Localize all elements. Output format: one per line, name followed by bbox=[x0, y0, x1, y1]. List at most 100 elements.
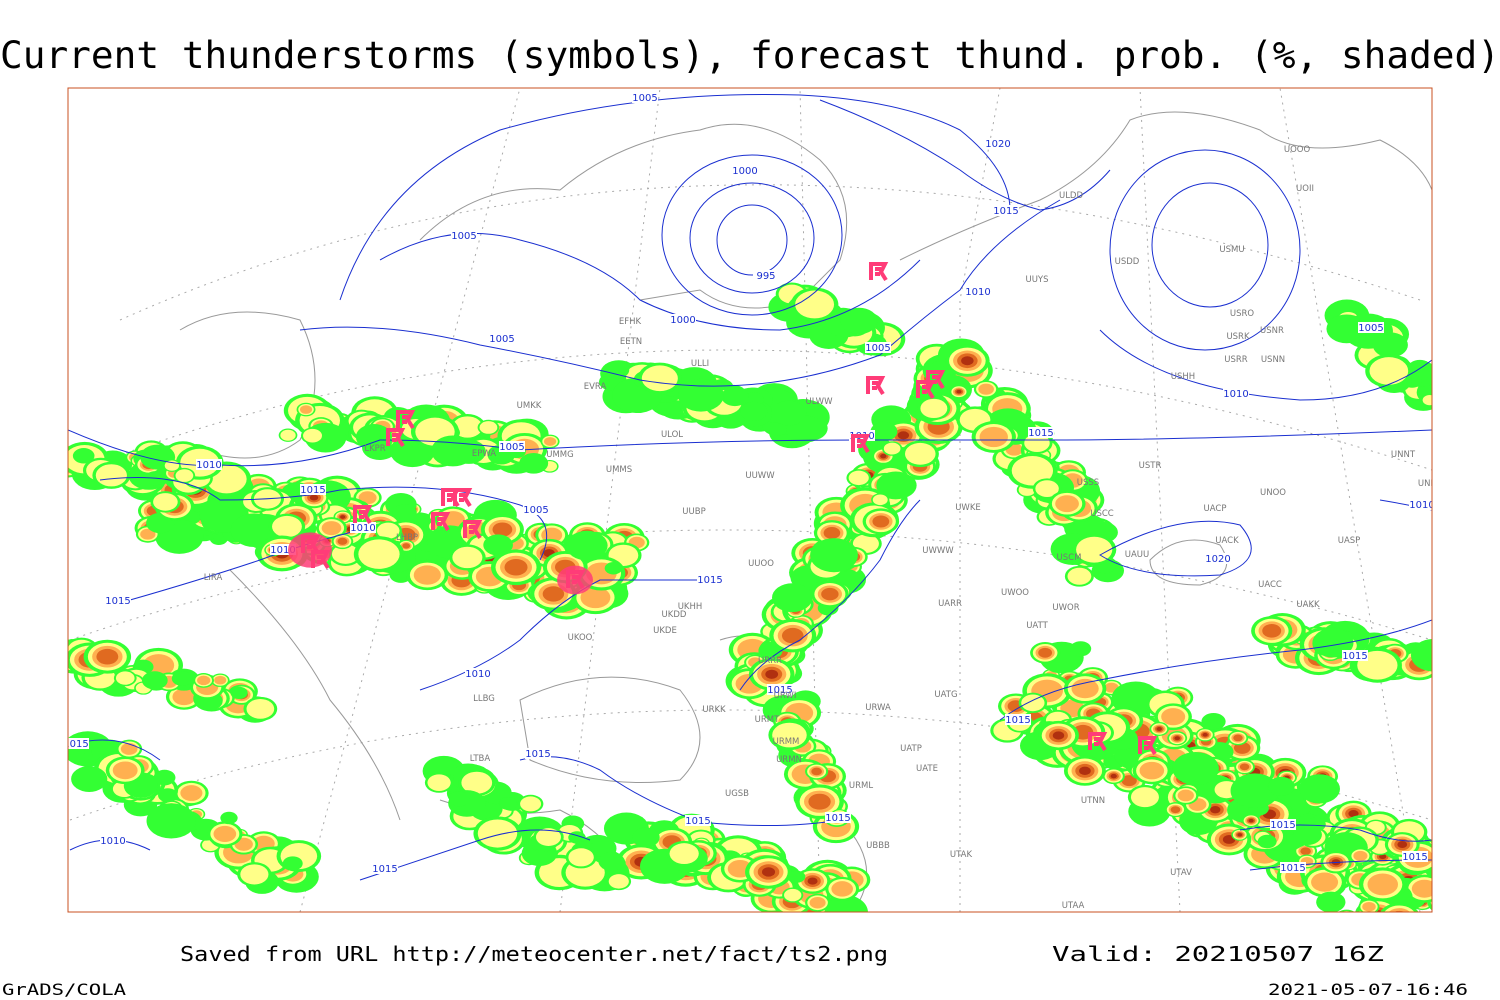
station-label: UAKK bbox=[1296, 600, 1320, 610]
shade-cell bbox=[175, 469, 194, 482]
station-label: URMM bbox=[773, 737, 800, 747]
isobar-label-bg bbox=[196, 459, 222, 470]
shade-cell bbox=[1021, 694, 1045, 712]
isobar-label: 1010 bbox=[1409, 500, 1434, 511]
station-label: USRR bbox=[1224, 355, 1248, 365]
shade-cell bbox=[504, 559, 528, 576]
isobar-label: 1015 bbox=[1402, 852, 1427, 863]
isobar-label-bg bbox=[270, 544, 296, 555]
isobar-label-bg bbox=[825, 812, 851, 823]
isobar-label-bg bbox=[489, 333, 515, 344]
isobar-label-bg bbox=[499, 441, 525, 452]
shade-cell bbox=[823, 527, 841, 539]
isobar-label-bg bbox=[685, 815, 711, 826]
map-frame bbox=[67, 87, 1433, 913]
isobar-label-bg bbox=[372, 863, 398, 874]
isobar-label-bg bbox=[300, 484, 326, 495]
shade-cell bbox=[870, 421, 898, 442]
isobar-label: 1005 bbox=[489, 334, 514, 345]
isobar-label: 1015 bbox=[300, 485, 325, 496]
storm-symbol bbox=[1088, 732, 1108, 752]
shade-cell bbox=[1237, 833, 1243, 837]
station-label: URML bbox=[849, 781, 873, 791]
shade-cell bbox=[808, 793, 831, 810]
shade-cell bbox=[1210, 806, 1221, 814]
shade-cell bbox=[146, 803, 196, 839]
shade-cell bbox=[1170, 806, 1181, 814]
shade-cell bbox=[1038, 647, 1053, 658]
shade-cell bbox=[1201, 712, 1226, 731]
shade-cell bbox=[321, 521, 342, 536]
shade-cell bbox=[897, 431, 910, 440]
shade-cell bbox=[158, 788, 178, 803]
isobar-label-bg bbox=[993, 205, 1019, 216]
shade-cell bbox=[1055, 495, 1079, 513]
isobar-label: 1010 bbox=[196, 460, 221, 471]
isobar-label: 1015 bbox=[372, 864, 397, 875]
station-label: UTAA bbox=[1062, 901, 1085, 911]
shade-cell bbox=[115, 671, 135, 685]
isobar-label-bg bbox=[525, 748, 551, 759]
isobar-label: 1020 bbox=[1205, 554, 1230, 565]
isobar-label-bg bbox=[1402, 851, 1428, 862]
station-label: LKPR bbox=[364, 444, 385, 454]
shade-cell bbox=[1353, 850, 1368, 861]
station-label: USDD bbox=[1115, 257, 1140, 267]
station-label: UKDD bbox=[662, 610, 687, 620]
station-label: USNR bbox=[1260, 326, 1284, 336]
storm-symbol bbox=[386, 428, 406, 448]
station-label: UUWW bbox=[745, 471, 775, 481]
shade-cell bbox=[542, 586, 565, 602]
shade-cell bbox=[309, 494, 319, 501]
shade-cell bbox=[413, 565, 441, 585]
isobar-label-bg bbox=[1205, 553, 1231, 564]
isobar-label-bg bbox=[767, 684, 793, 695]
shade-cell bbox=[1267, 776, 1295, 797]
shade-cell bbox=[1172, 751, 1219, 786]
station-label: UTAK bbox=[950, 850, 973, 860]
shade-cell bbox=[427, 774, 451, 791]
shade-cell bbox=[479, 421, 498, 434]
station-label: URMT bbox=[755, 715, 780, 725]
shade-cell bbox=[1338, 909, 1355, 912]
isobar-label: 1015 bbox=[1005, 715, 1030, 726]
station-label: URMN bbox=[776, 755, 802, 765]
shade-cell bbox=[765, 669, 779, 679]
station-label: LLBG bbox=[473, 694, 495, 704]
shade-cell bbox=[1316, 891, 1346, 912]
shade-cell bbox=[1011, 456, 1054, 486]
shade-cell bbox=[795, 290, 835, 319]
isobar-label-bg bbox=[1280, 862, 1306, 873]
storm-symbol bbox=[869, 262, 889, 282]
shade-cell bbox=[761, 867, 776, 877]
storm-symbol bbox=[866, 376, 886, 396]
shade-cell bbox=[402, 543, 411, 549]
station-label: USRK bbox=[1226, 332, 1250, 342]
shade-cell bbox=[1367, 873, 1399, 896]
station-label: UWWW bbox=[922, 546, 954, 556]
shade-cell bbox=[1311, 872, 1339, 892]
shade-cell bbox=[120, 743, 138, 755]
shade-cell bbox=[358, 491, 377, 505]
station-label: UMMG bbox=[546, 450, 573, 460]
shade-cell bbox=[740, 401, 768, 421]
shade-cell bbox=[880, 453, 887, 459]
station-label: ULDD bbox=[1059, 191, 1084, 201]
station-label: EFHK bbox=[619, 317, 642, 327]
isobar-label: 1005 bbox=[523, 505, 548, 516]
isobar-label: 1010 bbox=[100, 836, 125, 847]
shade-cell bbox=[848, 470, 869, 486]
software-credit: GrADS/COLA bbox=[2, 980, 126, 999]
shade-cell bbox=[1326, 314, 1367, 344]
station-label: USRO bbox=[1230, 309, 1255, 319]
shade-cell bbox=[598, 852, 625, 871]
shade-cell bbox=[1130, 787, 1159, 808]
title: Current thunderstorms (symbols), forecas… bbox=[0, 34, 1500, 77]
shade-cell bbox=[721, 386, 749, 407]
isobar-label-bg bbox=[68, 738, 89, 749]
shade-cell bbox=[1121, 775, 1137, 787]
isobar-label-bg bbox=[1358, 322, 1384, 333]
isobar-label: 1015 bbox=[1280, 863, 1305, 874]
isobar-label-bg bbox=[697, 574, 723, 585]
isobar-label-bg bbox=[985, 138, 1011, 149]
